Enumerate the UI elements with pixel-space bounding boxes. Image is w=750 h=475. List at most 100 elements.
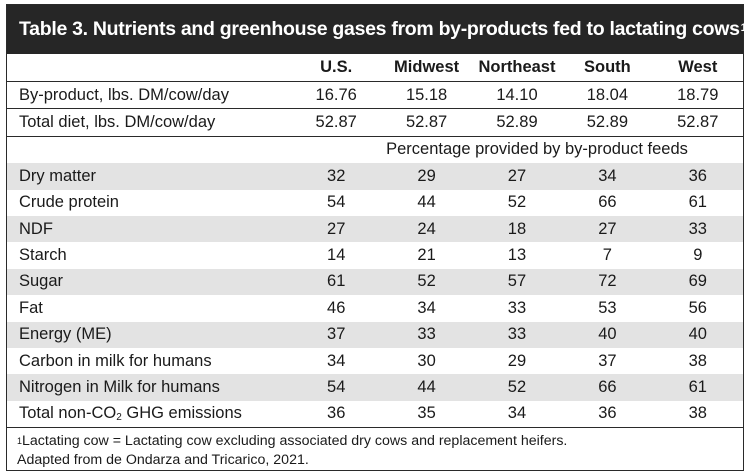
cell-value: 44 bbox=[417, 193, 436, 212]
cell-value: 38 bbox=[688, 351, 707, 370]
percentage-subheader-row: Percentage provided by by-product feeds bbox=[7, 136, 743, 163]
ghg-label-suffix: GHG emissions bbox=[121, 404, 242, 423]
cell-value: 61 bbox=[291, 268, 382, 296]
row-label: Total non-CO2 GHG emissions bbox=[7, 400, 291, 429]
table-row: Crude protein 54 44 52 66 61 bbox=[7, 190, 743, 216]
cell-value: 15.18 bbox=[381, 80, 472, 109]
cell-value: 16.76 bbox=[291, 80, 382, 109]
cell-value: 29 bbox=[381, 163, 472, 190]
cell-value: 61 bbox=[652, 374, 743, 401]
table-row: By-product, lbs. DM/cow/day 16.76 15.18 … bbox=[7, 80, 743, 109]
cell-value: 40 bbox=[652, 321, 743, 348]
footnotes: 1Lactating cow = Lactating cow excluding… bbox=[7, 428, 743, 469]
percentage-subheader: Percentage provided by by-product feeds bbox=[386, 140, 688, 159]
cell-value: 32 bbox=[291, 163, 382, 190]
cell-value: 36 bbox=[652, 163, 743, 190]
cell-value: 36 bbox=[562, 400, 653, 429]
row-label: Dry matter bbox=[7, 163, 291, 190]
cell-value: 7 bbox=[602, 246, 612, 265]
row-label: Nitrogen in Milk for humans bbox=[7, 374, 291, 401]
cell-value: 52 bbox=[381, 268, 472, 296]
cell-value: 52.87 bbox=[381, 108, 472, 137]
table-row: Dry matter 32 29 27 34 36 bbox=[7, 163, 743, 190]
column-header-south: South bbox=[583, 58, 631, 76]
row-label: Energy (ME) bbox=[7, 321, 291, 348]
cell-value: 33 bbox=[507, 298, 527, 317]
table-row: NDF 27 24 18 27 33 bbox=[7, 215, 743, 243]
cell-value: 54 bbox=[291, 374, 382, 401]
cell-value: 33 bbox=[381, 321, 472, 348]
cell-value: 34 bbox=[417, 298, 436, 317]
cell-value: 35 bbox=[381, 400, 472, 429]
row-label: By-product, lbs. DM/cow/day bbox=[7, 80, 291, 109]
cell-value: 33 bbox=[471, 321, 563, 348]
table-row: Carbon in milk for humans 34 30 29 37 38 bbox=[7, 348, 743, 374]
footnote-1-text: Lactating cow = Lactating cow excluding … bbox=[22, 433, 568, 450]
cell-value: 52 bbox=[507, 193, 527, 212]
cell-value: 54 bbox=[327, 193, 346, 212]
cell-value: 37 bbox=[598, 351, 617, 370]
cell-value: 38 bbox=[652, 400, 743, 429]
cell-value: 36 bbox=[291, 400, 382, 429]
row-label: Starch bbox=[19, 246, 67, 265]
cell-value: 34 bbox=[562, 163, 653, 190]
row-label: NDF bbox=[7, 215, 291, 243]
table-row: Starch 14 21 13 7 9 bbox=[7, 242, 743, 268]
row-label: Crude protein bbox=[19, 193, 119, 212]
cell-value: 34 bbox=[471, 400, 563, 429]
row-label: Carbon in milk for humans bbox=[19, 351, 212, 370]
cell-value: 30 bbox=[417, 351, 436, 370]
cell-value: 52.87 bbox=[291, 108, 382, 137]
table-frame: Table 3. Nutrients and greenhouse gases … bbox=[6, 4, 747, 471]
column-header-midwest: Midwest bbox=[394, 58, 460, 76]
subheader-blank-cell bbox=[7, 136, 291, 163]
cell-value: 52 bbox=[471, 374, 563, 401]
cell-value: 27 bbox=[291, 215, 382, 243]
cell-value: 52.89 bbox=[471, 108, 563, 137]
cell-value: 44 bbox=[381, 374, 472, 401]
cell-value: 29 bbox=[507, 351, 527, 370]
cell-value: 52.87 bbox=[652, 108, 743, 137]
cell-value: 52.89 bbox=[562, 108, 653, 137]
cell-value: 56 bbox=[688, 298, 707, 317]
cell-value: 18.79 bbox=[652, 80, 743, 109]
cell-value: 18.04 bbox=[562, 80, 653, 109]
nutrients-table: U.S. Midwest Northeast South West By-pro… bbox=[7, 54, 743, 429]
cell-value: 14 bbox=[327, 246, 346, 265]
column-header-us: U.S. bbox=[320, 58, 353, 76]
cell-value: 27 bbox=[562, 215, 653, 243]
cell-value: 37 bbox=[291, 321, 382, 348]
cell-value: 57 bbox=[471, 268, 563, 296]
footnote-1-marker: 1 bbox=[17, 436, 23, 447]
cell-value: 33 bbox=[652, 215, 743, 243]
cell-value: 9 bbox=[693, 246, 703, 265]
cell-value: 34 bbox=[327, 351, 346, 370]
title-footnote-marker: 1 bbox=[740, 21, 747, 34]
footnote-1: 1Lactating cow = Lactating cow excluding… bbox=[17, 432, 735, 451]
table-row: Sugar 61 52 57 72 69 bbox=[7, 268, 743, 296]
cell-value: 46 bbox=[327, 298, 346, 317]
cell-value: 61 bbox=[688, 193, 707, 212]
ghg-row: Total non-CO2 GHG emissions 36 35 34 36 … bbox=[7, 400, 743, 429]
table-row: Fat 46 34 33 53 56 bbox=[7, 295, 743, 321]
column-header-row: U.S. Midwest Northeast South West bbox=[7, 54, 743, 82]
cell-value: 14.10 bbox=[471, 80, 563, 109]
ghg-label-prefix: Total non-CO bbox=[19, 404, 117, 423]
cell-value: 40 bbox=[562, 321, 653, 348]
column-header-west: West bbox=[678, 58, 718, 76]
column-header-northeast: Northeast bbox=[478, 58, 556, 76]
cell-value: 53 bbox=[598, 298, 617, 317]
cell-value: 72 bbox=[562, 268, 653, 296]
cell-value: 69 bbox=[652, 268, 743, 296]
ghg-label-subscript: 2 bbox=[116, 412, 122, 424]
cell-value: 13 bbox=[507, 246, 527, 265]
cell-value: 66 bbox=[598, 193, 617, 212]
header-blank-cell bbox=[7, 54, 291, 82]
row-label: Sugar bbox=[7, 268, 291, 296]
cell-value: 27 bbox=[471, 163, 563, 190]
cell-value: 21 bbox=[417, 246, 436, 265]
cell-value: 66 bbox=[562, 374, 653, 401]
row-label: Fat bbox=[19, 298, 43, 317]
row-label: Total diet, lbs. DM/cow/day bbox=[7, 108, 291, 137]
cell-value: 24 bbox=[381, 215, 472, 243]
